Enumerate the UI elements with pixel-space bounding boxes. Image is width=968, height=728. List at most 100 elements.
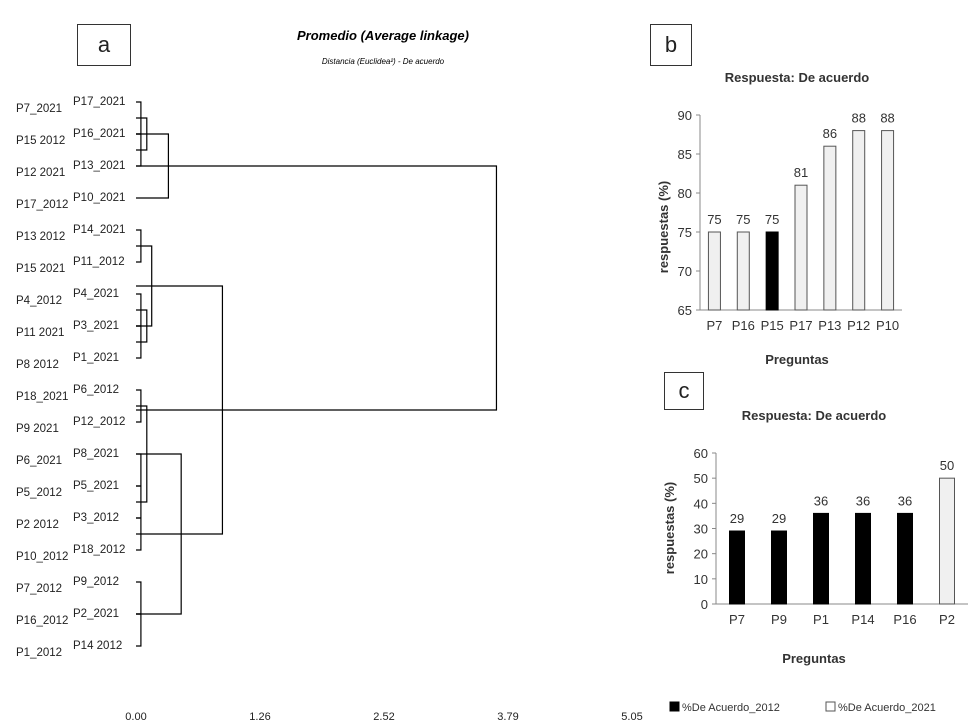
dendrogram-left-label: P1_2012: [16, 647, 62, 659]
panel-b-label: b: [650, 24, 692, 66]
legend-label-2021: %De Acuerdo_2021: [838, 702, 936, 714]
dendrogram-left-label: P17_2012: [16, 199, 68, 211]
chart-c-category-label: P16: [893, 612, 916, 627]
chart-c-xlabel: Preguntas: [782, 651, 846, 666]
dendrogram-left-labels: P7_2021 P15 2012 P12 2021 P17_2012 P13 2012 P…: [16, 103, 68, 659]
chart-b-y-tick-label: 80: [678, 186, 692, 201]
dendrogram-left-label: P13 2012: [16, 231, 65, 243]
chart-b-category-label: P10: [876, 318, 899, 333]
chart-c-bar: [729, 530, 745, 605]
dendrogram-left-label: P11 2021: [16, 327, 64, 339]
dendrogram-right-label: P6_2012: [73, 384, 119, 396]
dendrogram-right-label: P5_2021: [73, 480, 119, 492]
chart-c-plot: 0 10 20 30 40 50 60 P7 29 P9 29 P1 36 P14 36 P16 36 P2 50: [694, 446, 968, 627]
dendrogram-x-tick-label: 3.79: [497, 711, 518, 723]
dendrogram-right-label: P18_2012: [73, 544, 125, 556]
chart-b-y-tick-label: 85: [678, 147, 692, 162]
dendrogram-right-label: P9_2012: [73, 576, 119, 588]
panel-a-label: a: [77, 24, 131, 66]
chart-b-y-tick-label: 70: [678, 264, 692, 279]
dendrogram-right-label: P2_2021: [73, 608, 119, 620]
dendrogram-left-label: P18_2021: [16, 391, 68, 403]
chart-c-y-tick-label: 40: [694, 496, 708, 511]
chart-b-bar: [852, 130, 866, 311]
chart-b-title: Respuesta: De acuerdo: [725, 70, 870, 85]
dendrogram-left-label: P7_2012: [16, 583, 62, 595]
chart-b-data-label: 88: [851, 111, 865, 126]
dendrogram-left-label: P16_2012: [16, 615, 68, 627]
chart-b-category-label: P7: [706, 318, 722, 333]
dendrogram-left-label: P15 2021: [16, 263, 65, 275]
dendrogram-right-label: P3_2012: [73, 512, 119, 524]
dendrogram-left-label: P5_2012: [16, 487, 62, 499]
chart-c-category-label: P2: [939, 612, 955, 627]
dendrogram-right-label: P13_2021: [73, 160, 125, 172]
dendrogram-right-label: P4_2021: [73, 288, 119, 300]
chart-b-data-label: 88: [880, 111, 894, 126]
chart-c-bar: [855, 512, 871, 605]
dendrogram-title: Promedio (Average linkage): [297, 28, 469, 43]
dendrogram-left-label: P4_2012: [16, 295, 62, 307]
chart-b-category-label: P17: [789, 318, 812, 333]
chart-c-category-label: P14: [851, 612, 874, 627]
chart-c-data-label: 29: [730, 511, 744, 526]
dendrogram-left-label: P8 2012: [16, 359, 59, 371]
dendrogram-right-label: P8_2021: [73, 448, 119, 460]
dendrogram-left-label: P9 2021: [16, 423, 59, 435]
chart-c-y-tick-label: 20: [694, 547, 708, 562]
chart-b-data-label: 75: [707, 212, 721, 227]
chart-c-y-tick-label: 50: [694, 471, 708, 486]
legend-swatch-2021: [825, 701, 836, 712]
dendrogram-link: [136, 581, 142, 615]
chart-b-bar: [765, 231, 779, 311]
chart-b-data-label: 75: [736, 212, 750, 227]
chart-c-data-label: 36: [856, 493, 870, 508]
dendrogram-link: [136, 165, 498, 411]
legend-swatch-2012: [669, 701, 680, 712]
chart-c-data-label: 36: [814, 493, 828, 508]
chart-b-category-label: P13: [818, 318, 841, 333]
chart-b-category-label: P12: [847, 318, 870, 333]
chart-c-bar: [813, 512, 829, 605]
dendrogram-x-tick-label: 5.05: [621, 711, 642, 723]
dendrogram-right-label: P14_2021: [73, 224, 125, 236]
chart-c-bar: [897, 512, 913, 605]
chart-c-category-label: P7: [729, 612, 745, 627]
chart-b-xlabel: Preguntas: [765, 352, 829, 367]
dendrogram-right-label: P12_2012: [73, 416, 125, 428]
dendrogram-right-label: P14 2012: [73, 640, 122, 652]
bar-chart-c: Respuesta: De acuerdo Preguntas respuest…: [662, 408, 968, 666]
chart-c-bar: [771, 530, 787, 605]
chart-b-bar: [736, 231, 750, 311]
dendrogram-x-tick-label: 0.00: [125, 711, 146, 723]
chart-c-category-label: P1: [813, 612, 829, 627]
legend-label-2012: %De Acuerdo_2012: [682, 702, 780, 714]
chart-b-y-tick-label: 65: [678, 303, 692, 318]
chart-b-y-tick-label: 75: [678, 225, 692, 240]
chart-c-data-label: 36: [898, 493, 912, 508]
chart-b-data-label: 86: [823, 126, 837, 141]
chart-b-data-label: 81: [794, 165, 808, 180]
chart-b-bar: [707, 231, 721, 311]
chart-b-plot: 65 70 75 80 85 90 P7 75 P16 75 P15 75 P17 81 P13 86 P12 8…: [678, 108, 902, 333]
dendrogram-x-tick-label: 1.26: [249, 711, 270, 723]
dendrogram-left-label: P2 2012: [16, 519, 59, 531]
chart-c-y-tick-label: 30: [694, 522, 708, 537]
chart-c-y-tick-label: 0: [701, 597, 708, 612]
chart-c-bar: [939, 477, 955, 605]
dendrogram-subtitle: Distancia (Euclidea²) - De acuerdo: [322, 57, 445, 66]
chart-c-title: Respuesta: De acuerdo: [742, 408, 887, 423]
panel-c-label: c: [664, 372, 704, 410]
chart-c-category-label: P9: [771, 612, 787, 627]
dendrogram-x-tick-label: 2.52: [373, 711, 394, 723]
chart-c-y-tick-label: 10: [694, 572, 708, 587]
chart-c-y-tick-label: 60: [694, 446, 708, 461]
dendrogram-left-label: P12 2021: [16, 167, 65, 179]
chart-b-bar: [794, 184, 808, 311]
dendrogram-left-label: P15 2012: [16, 135, 65, 147]
dendrogram-left-label: P7_2021: [16, 103, 62, 115]
chart-b-bar: [881, 130, 895, 311]
chart-b-y-tick-label: 90: [678, 108, 692, 123]
dendrogram-right-label: P16_2021: [73, 128, 125, 140]
